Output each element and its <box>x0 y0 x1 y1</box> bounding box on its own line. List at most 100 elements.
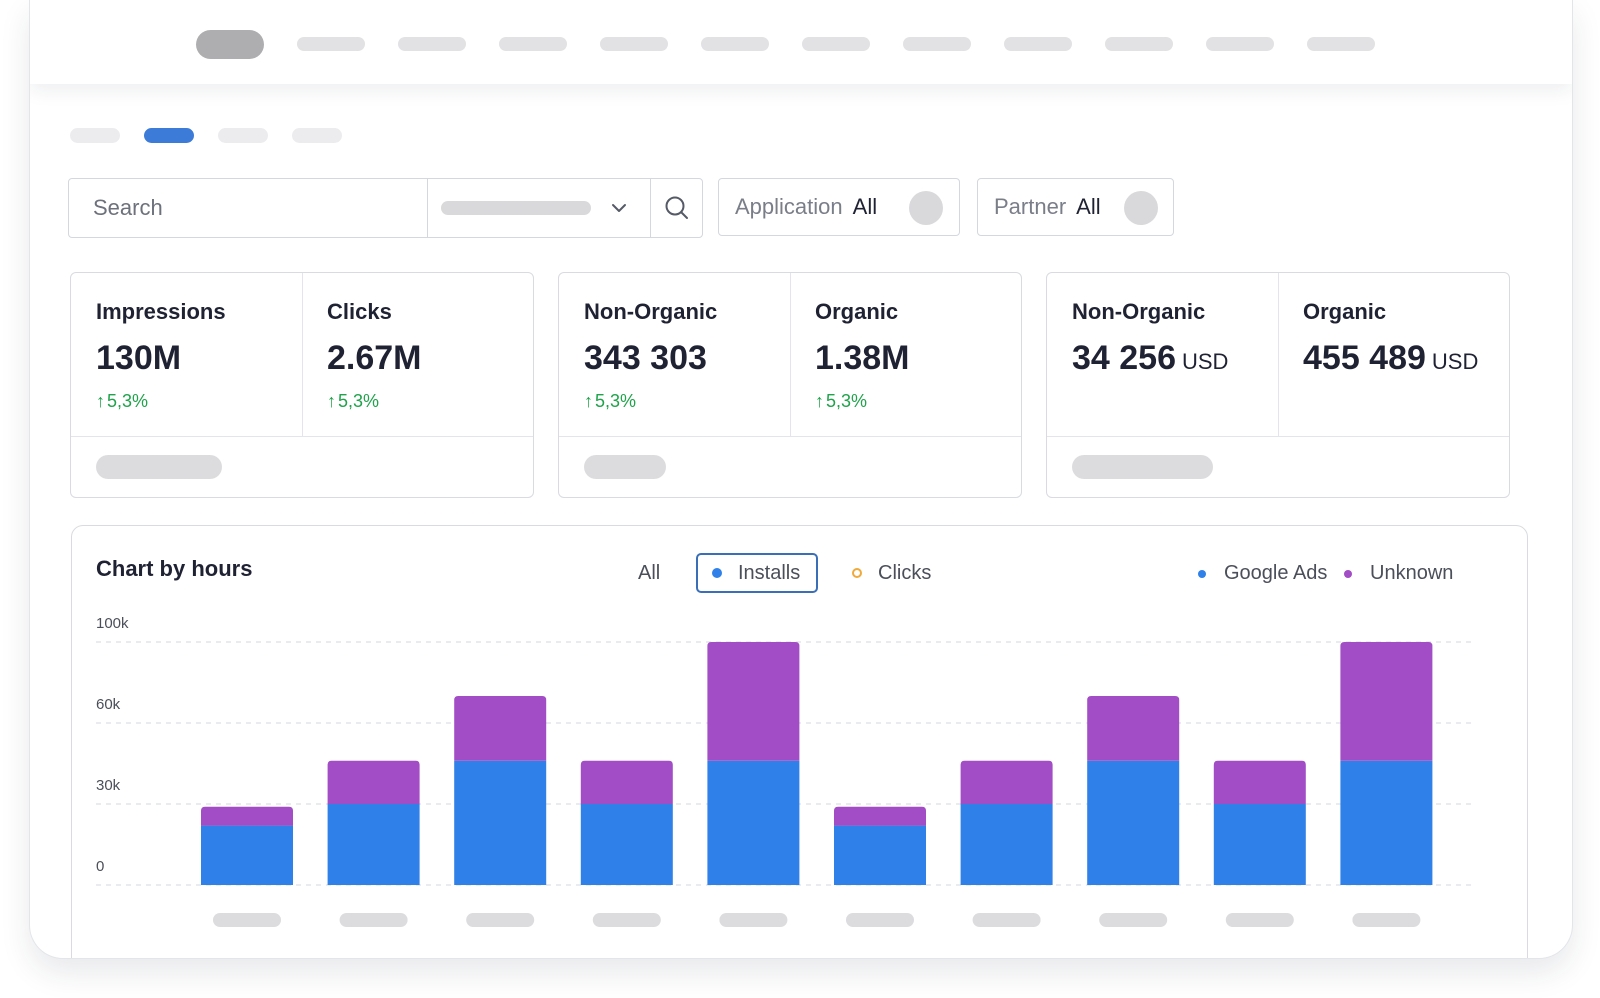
nav-item[interactable] <box>802 37 870 51</box>
nav-item[interactable] <box>297 37 365 51</box>
divider <box>790 273 791 436</box>
divider <box>559 436 1021 437</box>
top-navigation <box>30 0 1572 84</box>
search-scope-select[interactable] <box>428 179 652 237</box>
nav-item-active[interactable] <box>196 30 264 59</box>
stat-value-number: 130M <box>96 339 182 377</box>
chart-filter-installs[interactable]: Installs <box>696 553 819 593</box>
x-tick-placeholder <box>1099 913 1168 927</box>
nav-item[interactable] <box>701 37 769 51</box>
stat-value: 1.38M <box>815 339 910 378</box>
y-tick-label: 30k <box>96 777 121 794</box>
stat-value-number: 343 303 <box>584 339 707 377</box>
nav-item[interactable] <box>1004 37 1072 51</box>
stat-impressions: Impressions 130M ↑ 5,3% <box>71 273 302 436</box>
search-bar <box>68 178 703 238</box>
stat-card-traffic: Impressions 130M ↑ 5,3% Clicks 2.67M ↑ 5,3… <box>70 272 534 498</box>
nav-item[interactable] <box>600 37 668 51</box>
sub-tab[interactable] <box>70 128 120 143</box>
stat-label: Impressions <box>96 299 226 324</box>
stat-value-number: 455 489 <box>1303 339 1426 377</box>
stat-change: ↑ 5,3% <box>815 391 867 412</box>
arrow-up-icon: ↑ <box>584 391 593 411</box>
stat-value: 130M <box>96 339 181 378</box>
bar-segment-google-ads <box>201 825 293 885</box>
y-tick-label: 60k <box>96 696 121 713</box>
stat-change-value: 5,3% <box>595 391 637 411</box>
search-button[interactable] <box>651 179 702 237</box>
nav-item[interactable] <box>1206 37 1274 51</box>
search-icon <box>665 196 689 219</box>
stat-unit: USD <box>1431 349 1479 374</box>
bar-segment-google-ads <box>707 760 800 885</box>
arrow-up-icon: ↑ <box>96 391 105 411</box>
stacked-bar-chart: 100k 60k 30k 0 <box>96 615 1476 927</box>
application-filter-label: Application <box>735 194 843 219</box>
stat-value: 34 256 USD <box>1072 339 1228 378</box>
bar-segment-google-ads <box>327 804 420 885</box>
sub-tab[interactable] <box>292 128 342 143</box>
y-tick-label: 100k <box>96 615 129 632</box>
bar-segment-google-ads <box>454 760 547 885</box>
arrow-up-icon: ↑ <box>815 391 824 411</box>
card-footer-placeholder <box>1072 455 1213 479</box>
chevron-down-icon <box>612 204 627 212</box>
nav-item[interactable] <box>1307 37 1375 51</box>
nav-item[interactable] <box>398 37 466 51</box>
legend-google-ads: Google Ads <box>1198 562 1327 585</box>
divider <box>302 273 303 436</box>
stat-value-number: 34 256 <box>1072 339 1176 377</box>
chart-filter-all[interactable]: All <box>638 553 660 593</box>
x-tick-placeholder <box>1352 913 1421 927</box>
bar-segment-unknown <box>454 696 547 761</box>
bar-segment-google-ads <box>1213 804 1306 885</box>
partner-filter-indicator <box>1124 191 1158 225</box>
sub-tab[interactable] <box>218 128 268 143</box>
bar-segment-unknown <box>580 760 673 804</box>
stat-label: Clicks <box>327 299 392 324</box>
partner-filter[interactable]: Partner All <box>977 178 1174 236</box>
stat-value: 455 489 USD <box>1303 339 1478 378</box>
x-tick-placeholder <box>972 913 1041 927</box>
sub-tab-active[interactable] <box>144 128 194 143</box>
stat-value-number: 1.38M <box>815 339 910 377</box>
chart-filter-clicks[interactable]: Clicks <box>852 553 931 593</box>
bar-segment-unknown <box>1213 760 1306 804</box>
bar-segment-google-ads <box>1340 760 1433 885</box>
stat-change: ↑ 5,3% <box>584 391 636 412</box>
bar-segment-unknown <box>201 806 293 826</box>
bar-segment-unknown <box>327 760 420 804</box>
stat-label: Non-Organic <box>584 299 718 324</box>
partner-filter-value: All <box>1076 194 1101 219</box>
x-tick-placeholder <box>719 913 788 927</box>
stat-organic-revenue: Organic 455 489 USD <box>1278 273 1509 436</box>
stat-organic: Organic 1.38M ↑ 5,3% <box>790 273 1021 436</box>
nav-item[interactable] <box>499 37 567 51</box>
stat-label: Organic <box>815 299 899 324</box>
bar-segment-unknown <box>834 806 926 826</box>
application-filter-value: All <box>852 194 878 219</box>
stat-non-organic-revenue: Non-Organic 34 256 USD <box>1047 273 1278 436</box>
bar-segment-unknown <box>1087 696 1180 761</box>
stat-change-value: 5,3% <box>107 391 149 411</box>
legend-unknown: Unknown <box>1344 562 1453 585</box>
stat-label: Non-Organic <box>1072 299 1206 324</box>
nav-item[interactable] <box>903 37 971 51</box>
nav-item[interactable] <box>1105 37 1173 51</box>
card-footer-placeholder <box>584 455 666 479</box>
chart-filter-all-label: All <box>638 561 661 584</box>
bar-segment-google-ads <box>1087 760 1180 885</box>
bar-segment-google-ads <box>834 825 926 885</box>
clicks-dot-icon <box>852 568 862 578</box>
chart-title: Chart by hours <box>96 556 253 581</box>
installs-dot-icon <box>712 568 722 578</box>
x-tick-placeholder <box>466 913 535 927</box>
stat-change: ↑ 5,3% <box>96 391 148 412</box>
application-filter[interactable]: Application All <box>718 178 960 236</box>
divider <box>71 436 533 437</box>
select-value-placeholder <box>441 201 592 215</box>
stat-non-organic: Non-Organic 343 303 ↑ 5,3% <box>559 273 790 436</box>
search-input[interactable] <box>69 179 429 237</box>
card-footer-placeholder <box>96 455 222 479</box>
app-window: Application All Partner All Impressions … <box>29 0 1573 959</box>
